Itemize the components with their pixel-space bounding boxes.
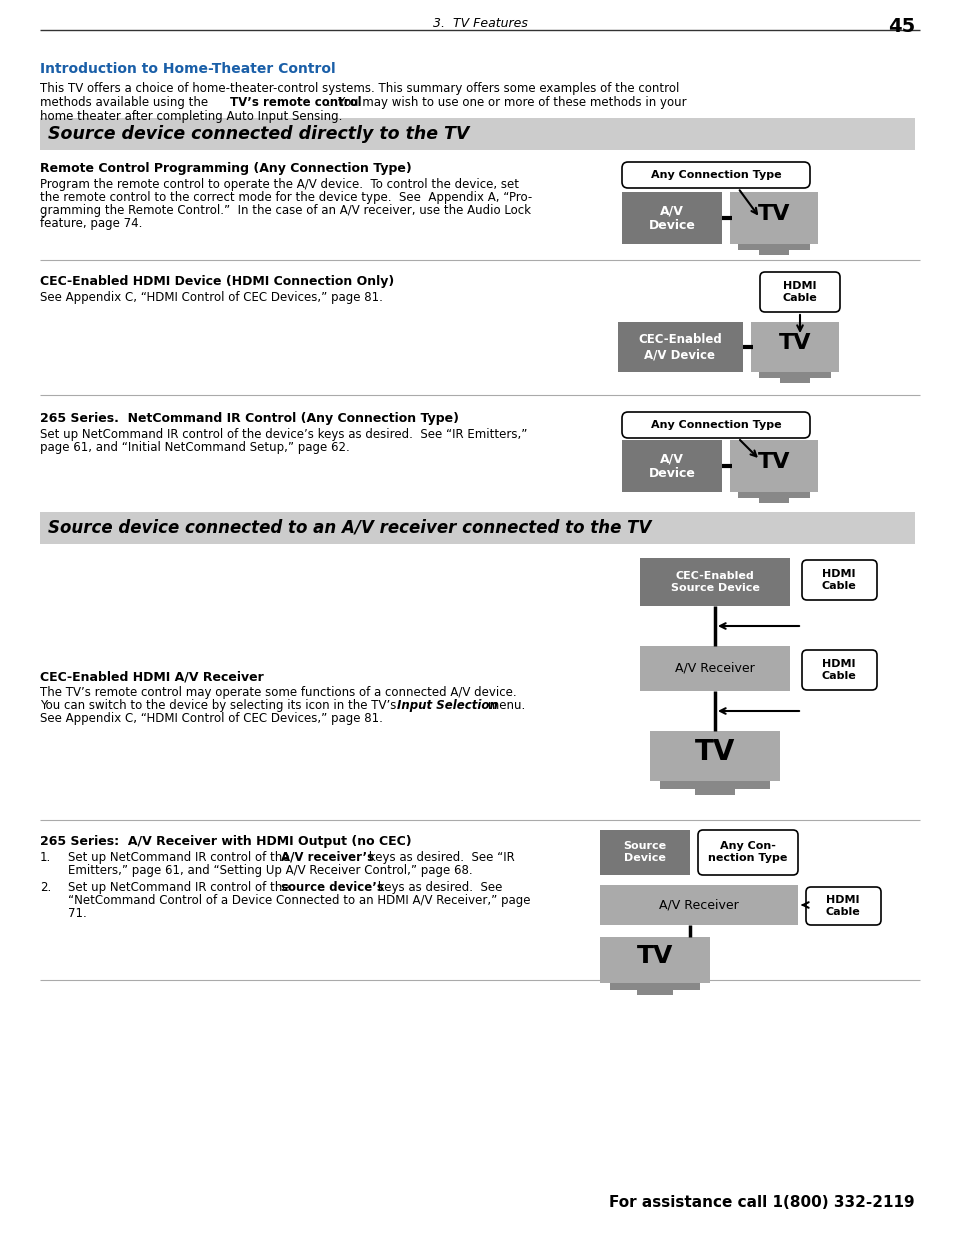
Text: gramming the Remote Control.”  In the case of an A/V receiver, use the Audio Loc: gramming the Remote Control.” In the cas… (40, 204, 531, 217)
Text: Any Connection Type: Any Connection Type (650, 420, 781, 430)
FancyBboxPatch shape (621, 162, 809, 188)
Text: Remote Control Programming (Any Connection Type): Remote Control Programming (Any Connecti… (40, 162, 412, 175)
Bar (40, 119, 914, 149)
Text: CEC-Enabled HDMI Device (HDMI Connection Only): CEC-Enabled HDMI Device (HDMI Connection… (40, 275, 394, 288)
Text: A/V Receiver: A/V Receiver (659, 899, 739, 911)
Bar (639, 646, 789, 692)
Text: Set up NetCommand IR control of the: Set up NetCommand IR control of the (68, 881, 293, 894)
Text: .  You may wish to use one or more of these methods in your: . You may wish to use one or more of the… (327, 96, 686, 109)
Bar (738, 492, 809, 498)
Bar (729, 440, 817, 492)
Text: “NetCommand Control of a Device Connected to an HDMI A/V Receiver,” page: “NetCommand Control of a Device Connecte… (68, 894, 530, 906)
Text: See Appendix C, “HDMI Control of CEC Devices,” page 81.: See Appendix C, “HDMI Control of CEC Dev… (40, 291, 382, 304)
FancyBboxPatch shape (698, 830, 797, 876)
Bar (621, 191, 721, 245)
Text: Source
Device: Source Device (622, 841, 666, 863)
Bar (639, 558, 789, 606)
Text: The TV’s remote control may operate some functions of a connected A/V device.: The TV’s remote control may operate some… (40, 685, 517, 699)
Bar (659, 781, 769, 789)
Text: 265 Series.  NetCommand IR Control (Any Connection Type): 265 Series. NetCommand IR Control (Any C… (40, 412, 458, 425)
Bar (759, 372, 830, 378)
Bar (750, 322, 838, 372)
Text: CEC-Enabled HDMI A/V Receiver: CEC-Enabled HDMI A/V Receiver (40, 671, 263, 683)
Text: Input Selection: Input Selection (396, 699, 497, 713)
Text: For assistance call 1(800) 332-2119: For assistance call 1(800) 332-2119 (609, 1195, 914, 1210)
Text: CEC-Enabled
A/V Device: CEC-Enabled A/V Device (638, 333, 721, 361)
Bar (599, 885, 797, 925)
Text: TV: TV (694, 739, 735, 766)
Text: Program the remote control to operate the A/V device.  To control the device, se: Program the remote control to operate th… (40, 178, 518, 191)
Text: Set up NetCommand IR control of the device’s keys as desired.  See “IR Emitters,: Set up NetCommand IR control of the devi… (40, 429, 527, 441)
Text: keys as desired.  See “IR: keys as desired. See “IR (365, 851, 515, 864)
Bar (759, 249, 788, 254)
Text: 2.: 2. (40, 881, 51, 894)
Text: TV: TV (757, 452, 789, 472)
Bar (40, 513, 914, 543)
FancyBboxPatch shape (805, 887, 880, 925)
Text: Any Con-
nection Type: Any Con- nection Type (707, 841, 787, 863)
Text: 71.: 71. (68, 906, 87, 920)
Bar (599, 830, 689, 876)
Text: source device’s: source device’s (281, 881, 383, 894)
FancyBboxPatch shape (801, 650, 876, 690)
Text: A/V Receiver: A/V Receiver (675, 662, 754, 674)
Text: Set up NetCommand IR control of the: Set up NetCommand IR control of the (68, 851, 293, 864)
FancyBboxPatch shape (760, 272, 840, 312)
Text: A/V
Device: A/V Device (648, 452, 695, 480)
Text: the remote control to the correct mode for the device type.  See  Appendix A, “P: the remote control to the correct mode f… (40, 191, 532, 204)
Text: Any Connection Type: Any Connection Type (650, 170, 781, 180)
Text: Source device connected directly to the TV: Source device connected directly to the … (48, 125, 469, 143)
Bar (729, 191, 817, 245)
Bar (609, 983, 700, 990)
Bar (637, 990, 672, 995)
Text: HDMI
Cable: HDMI Cable (824, 895, 860, 916)
Text: CEC-Enabled
Source Device: CEC-Enabled Source Device (670, 572, 759, 593)
Text: HDMI
Cable: HDMI Cable (821, 659, 856, 680)
Text: TV: TV (637, 944, 673, 968)
Text: HDMI
Cable: HDMI Cable (821, 569, 856, 590)
Bar (695, 789, 734, 795)
Bar (759, 498, 788, 503)
Text: Emitters,” page 61, and “Setting Up A/V Receiver Control,” page 68.: Emitters,” page 61, and “Setting Up A/V … (68, 864, 472, 877)
Text: TV: TV (778, 333, 810, 353)
Text: 3.  TV Features: 3. TV Features (432, 17, 527, 30)
Text: HDMI
Cable: HDMI Cable (781, 282, 817, 303)
Bar (621, 440, 721, 492)
Text: See Appendix C, “HDMI Control of CEC Devices,” page 81.: See Appendix C, “HDMI Control of CEC Dev… (40, 713, 382, 725)
Text: A/V receiver’s: A/V receiver’s (281, 851, 374, 864)
Text: 265 Series:  A/V Receiver with HDMI Output (no CEC): 265 Series: A/V Receiver with HDMI Outpu… (40, 835, 411, 848)
Bar (738, 245, 809, 249)
Text: You can switch to the device by selecting its icon in the TV’s: You can switch to the device by selectin… (40, 699, 399, 713)
FancyBboxPatch shape (621, 412, 809, 438)
FancyBboxPatch shape (801, 559, 876, 600)
Text: This TV offers a choice of home-theater-control systems. This summary offers som: This TV offers a choice of home-theater-… (40, 82, 679, 95)
Text: home theater after completing Auto Input Sensing.: home theater after completing Auto Input… (40, 110, 342, 124)
Text: TV: TV (757, 204, 789, 224)
Text: 1.: 1. (40, 851, 51, 864)
Bar (618, 322, 742, 372)
Text: feature, page 74.: feature, page 74. (40, 217, 142, 230)
Text: methods available using the: methods available using the (40, 96, 212, 109)
Bar (649, 731, 780, 781)
Text: 45: 45 (887, 17, 914, 36)
Text: page 61, and “Initial NetCommand Setup,” page 62.: page 61, and “Initial NetCommand Setup,”… (40, 441, 350, 454)
Text: Introduction to Home-Theater Control: Introduction to Home-Theater Control (40, 62, 335, 77)
Text: menu.: menu. (483, 699, 525, 713)
Text: Source device connected to an A/V receiver connected to the TV: Source device connected to an A/V receiv… (48, 519, 651, 537)
Text: TV’s remote control: TV’s remote control (230, 96, 361, 109)
Text: keys as desired.  See: keys as desired. See (374, 881, 502, 894)
Bar (599, 937, 709, 983)
Text: A/V
Device: A/V Device (648, 204, 695, 232)
Bar (780, 378, 809, 383)
